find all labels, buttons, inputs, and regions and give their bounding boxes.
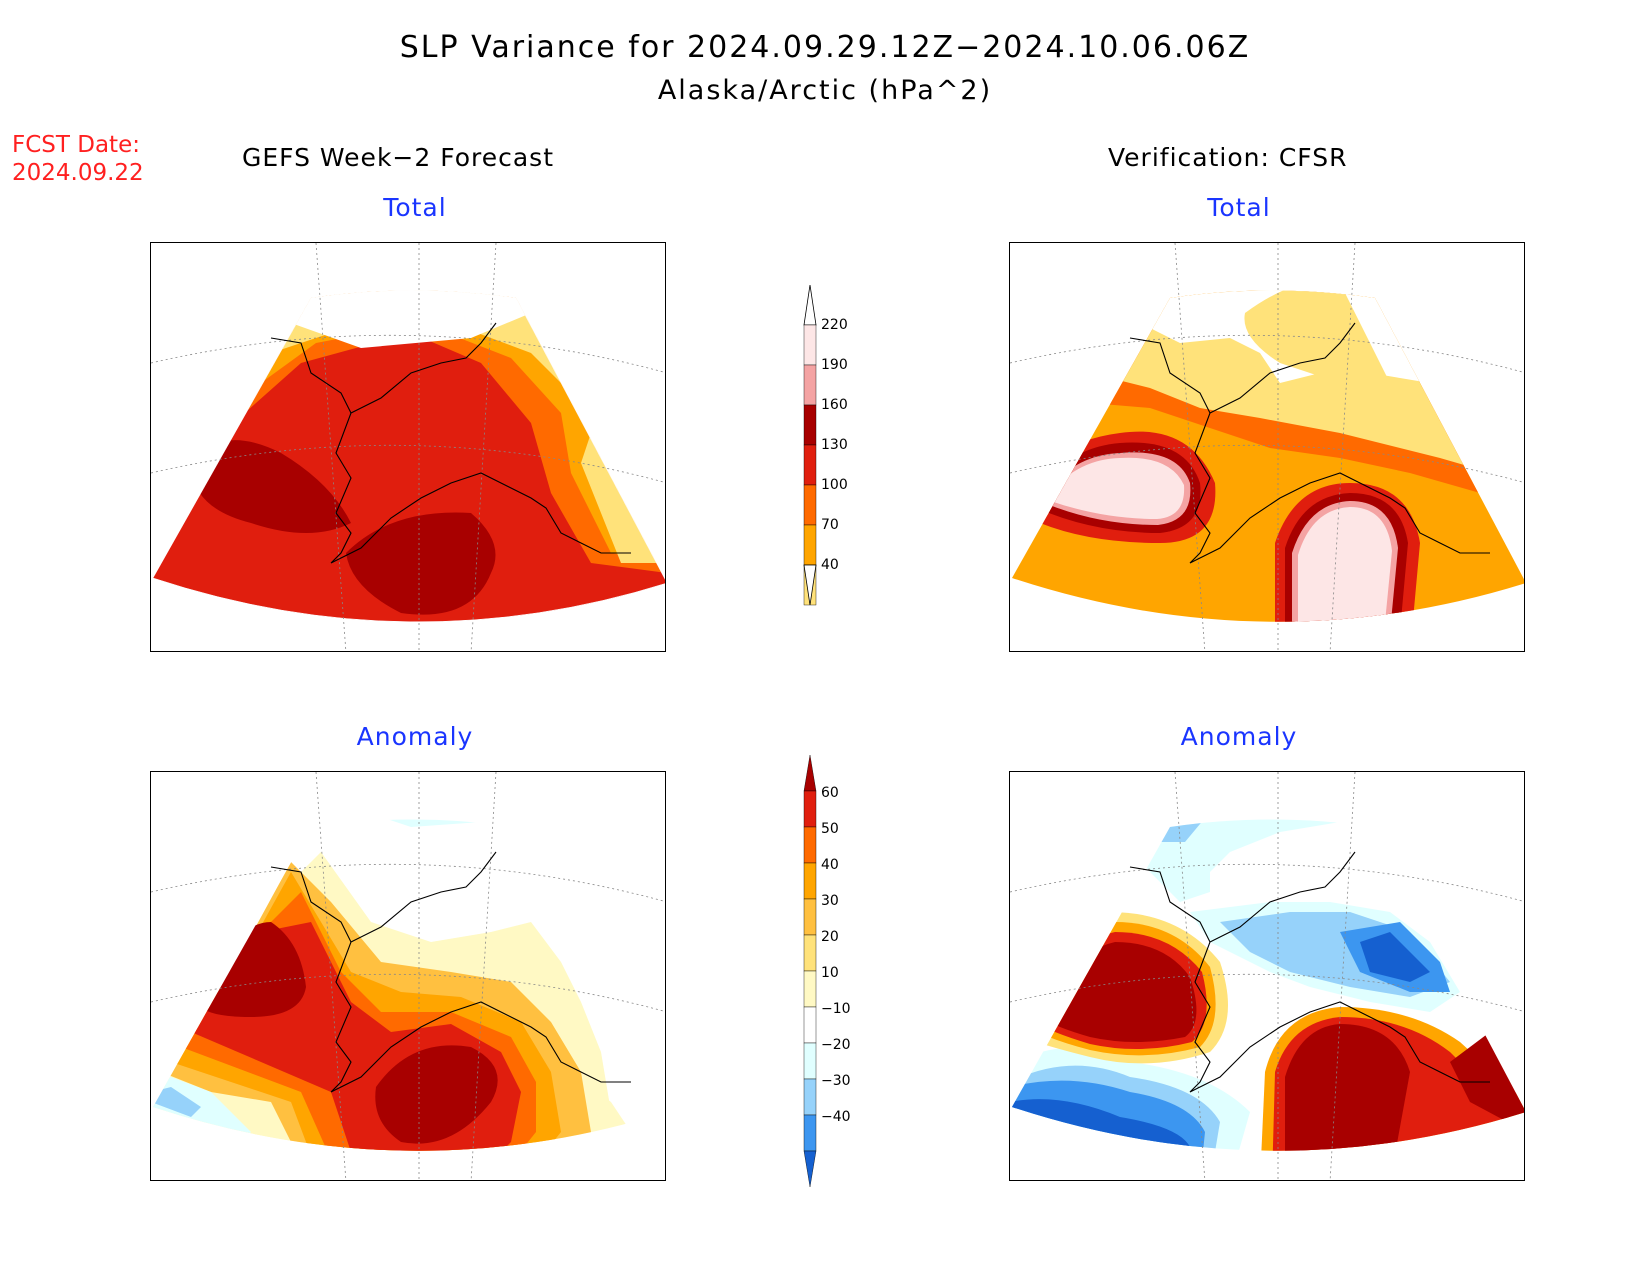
colorbar-swatch bbox=[803, 1150, 817, 1188]
colorbar-swatch bbox=[803, 1006, 817, 1044]
shading-band bbox=[375, 1045, 498, 1144]
shading-band bbox=[351, 772, 491, 812]
colorbar-tick-label: 160 bbox=[821, 397, 848, 413]
colorbar-tick-label: 50 bbox=[821, 821, 839, 837]
figure-title: SLP Variance for 2024.09.29.12Z−2024.10.… bbox=[399, 30, 1251, 65]
shading-band bbox=[1140, 819, 1340, 902]
column-title-forecast: GEFS Week−2 Forecast bbox=[242, 143, 555, 172]
shading-band bbox=[346, 512, 496, 615]
colorbar-swatch bbox=[803, 524, 817, 566]
colorbar-tick-label: 100 bbox=[821, 477, 848, 493]
shading-band bbox=[201, 922, 306, 1017]
colorbar-total bbox=[800, 284, 820, 614]
column-title-verification: Verification: CFSR bbox=[1108, 143, 1348, 172]
shading-band bbox=[1244, 290, 1390, 383]
colorbar-swatch bbox=[803, 484, 817, 526]
panel-title-anomaly-forecast: Anomaly bbox=[356, 722, 474, 751]
map-panel-total-forecast bbox=[150, 242, 666, 652]
shading-band bbox=[1285, 1024, 1410, 1151]
colorbar-swatch bbox=[803, 862, 817, 900]
colorbar-cap bbox=[803, 564, 817, 606]
colorbar-tick-label: 220 bbox=[821, 317, 848, 333]
colorbar-tick-label: −40 bbox=[821, 1109, 851, 1125]
colorbar-swatch bbox=[803, 970, 817, 1008]
panel-title-total-forecast: Total bbox=[383, 193, 447, 222]
shading-band bbox=[1298, 507, 1392, 622]
colorbar-swatch bbox=[803, 1114, 817, 1152]
colorbar-tick-label: 70 bbox=[821, 517, 839, 533]
colorbar-tick-label: −30 bbox=[821, 1073, 851, 1089]
colorbar-tick-label: −20 bbox=[821, 1037, 851, 1053]
colorbar-cap bbox=[803, 284, 817, 326]
coastline bbox=[1129, 322, 1490, 564]
coastline bbox=[1129, 851, 1490, 1093]
graticule bbox=[151, 772, 665, 1180]
graticule bbox=[1010, 772, 1524, 1180]
colorbar-swatch bbox=[803, 1078, 817, 1116]
coastline bbox=[270, 851, 631, 1093]
colorbar-swatch bbox=[803, 404, 817, 446]
colorbar-swatch bbox=[803, 826, 817, 864]
shading-band bbox=[153, 290, 665, 348]
colorbar-swatch bbox=[803, 790, 817, 828]
shading-band bbox=[1360, 932, 1430, 982]
colorbar-anomaly bbox=[800, 754, 820, 1199]
fcst-date-value: 2024.09.22 bbox=[12, 160, 144, 186]
colorbar-tick-label: 40 bbox=[821, 557, 839, 573]
coastline bbox=[270, 322, 631, 564]
map-panel-total-verification bbox=[1009, 242, 1525, 652]
colorbar-swatch bbox=[803, 754, 817, 792]
colorbar-tick-label: 10 bbox=[821, 965, 839, 981]
colorbar-swatch bbox=[803, 324, 817, 366]
colorbar-tick-label: −10 bbox=[821, 1001, 851, 1017]
colorbar-tick-label: 20 bbox=[821, 929, 839, 945]
colorbar-swatch bbox=[803, 898, 817, 936]
figure-subtitle: Alaska/Arctic (hPa^2) bbox=[657, 75, 993, 106]
colorbar-swatch bbox=[803, 444, 817, 486]
map-panel-anomaly-verification bbox=[1009, 771, 1525, 1181]
graticule bbox=[1010, 243, 1524, 651]
panel-title-anomaly-verification: Anomaly bbox=[1180, 722, 1298, 751]
colorbar-swatch bbox=[803, 364, 817, 406]
shading-band bbox=[153, 1087, 201, 1117]
colorbar-tick-label: 190 bbox=[821, 357, 848, 373]
colorbar-tick-label: 40 bbox=[821, 857, 839, 873]
shading-band bbox=[191, 440, 351, 533]
graticule bbox=[151, 243, 665, 651]
panel-title-total-verification: Total bbox=[1207, 193, 1271, 222]
colorbar-swatch bbox=[803, 934, 817, 972]
map-panel-anomaly-forecast bbox=[150, 771, 666, 1181]
colorbar-tick-label: 30 bbox=[821, 893, 839, 909]
shading-band bbox=[1045, 457, 1185, 519]
fcst-date-label: FCST Date: bbox=[12, 132, 140, 158]
colorbar-tick-label: 60 bbox=[821, 785, 839, 801]
colorbar-tick-label: 130 bbox=[821, 437, 848, 453]
colorbar-swatch bbox=[803, 1042, 817, 1080]
